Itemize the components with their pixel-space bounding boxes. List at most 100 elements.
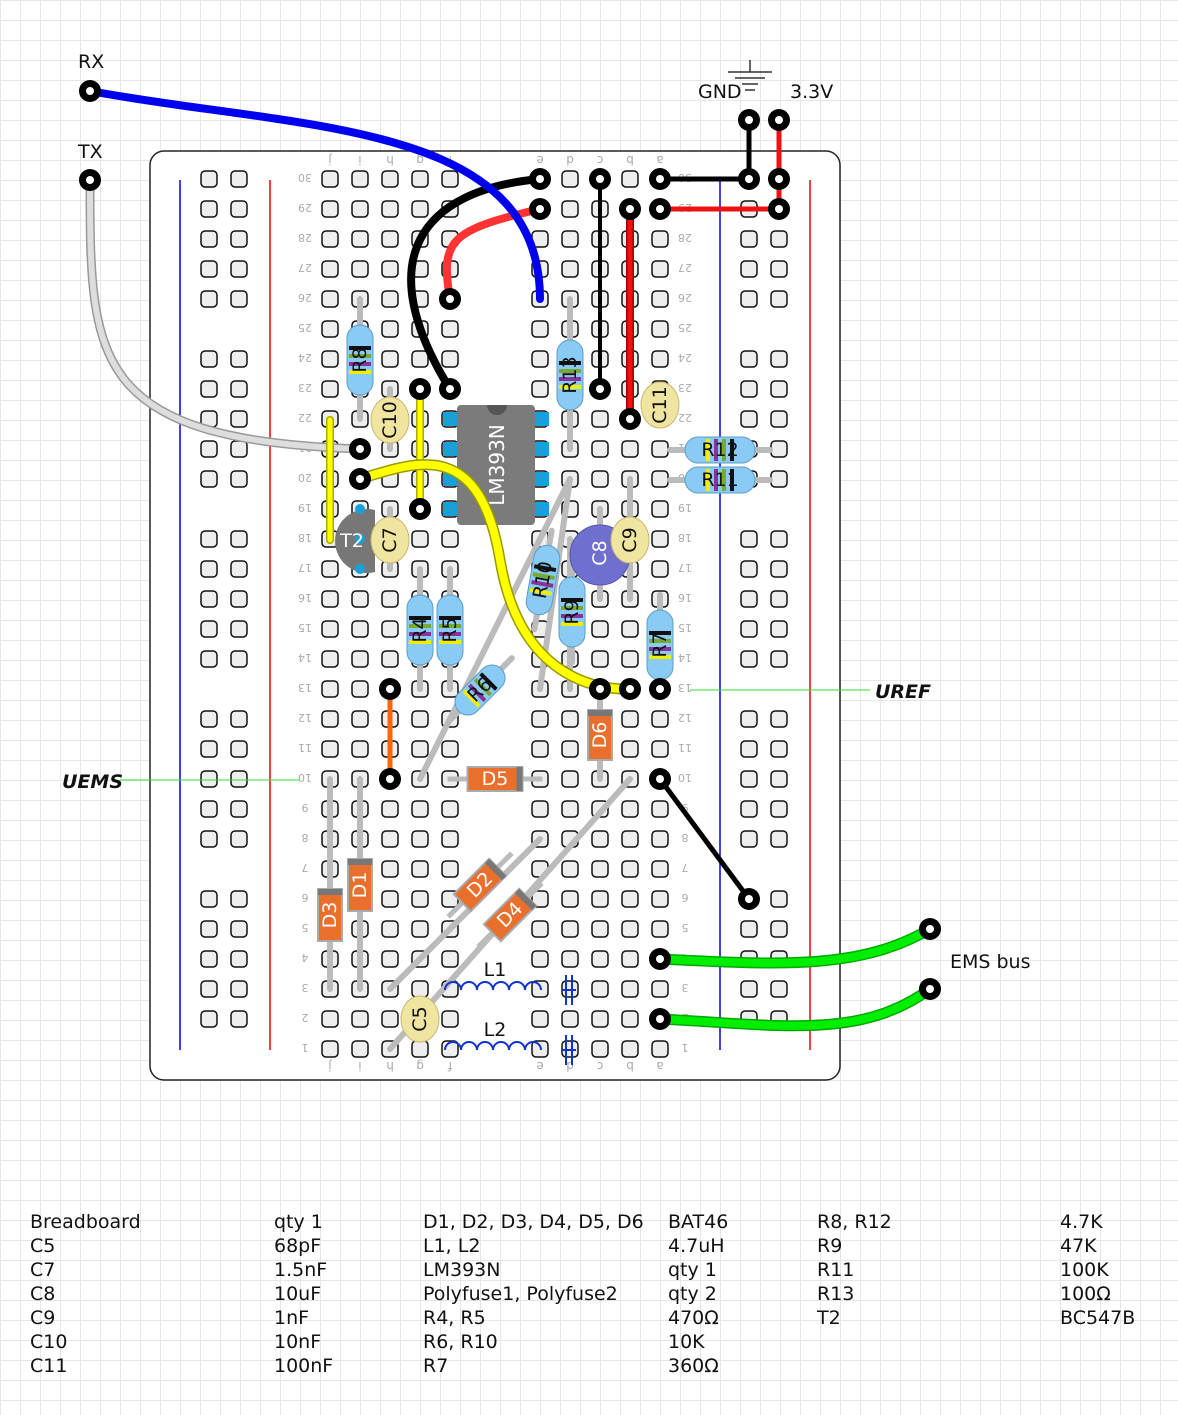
breadboard-hole[interactable] — [740, 230, 758, 248]
breadboard-hole[interactable] — [441, 740, 459, 758]
breadboard-hole[interactable] — [321, 1040, 339, 1058]
breadboard-hole[interactable] — [351, 740, 369, 758]
breadboard-hole[interactable] — [740, 290, 758, 308]
breadboard-hole[interactable] — [591, 440, 609, 458]
breadboard-hole[interactable] — [351, 1010, 369, 1028]
breadboard-hole[interactable] — [740, 920, 758, 938]
breadboard-hole[interactable] — [200, 890, 218, 908]
breadboard-hole[interactable] — [740, 980, 758, 998]
breadboard-hole[interactable] — [230, 950, 248, 968]
capacitor-c9[interactable]: C9 — [610, 516, 650, 564]
breadboard-hole[interactable] — [200, 230, 218, 248]
breadboard-hole[interactable] — [740, 650, 758, 668]
breadboard-hole[interactable] — [740, 620, 758, 638]
breadboard-hole[interactable] — [740, 590, 758, 608]
resistor-r12[interactable]: R12 — [667, 436, 773, 464]
transistor-t2[interactable]: T2 — [335, 504, 375, 574]
breadboard-hole[interactable] — [621, 800, 639, 818]
breadboard-hole[interactable] — [621, 170, 639, 188]
resistor-r11[interactable]: R11 — [667, 466, 773, 494]
breadboard-hole[interactable] — [200, 950, 218, 968]
breadboard-hole[interactable] — [651, 320, 669, 338]
breadboard-hole[interactable] — [351, 710, 369, 728]
breadboard-hole[interactable] — [230, 920, 248, 938]
breadboard-hole[interactable] — [441, 170, 459, 188]
breadboard-hole[interactable] — [441, 320, 459, 338]
breadboard-hole[interactable] — [230, 410, 248, 428]
breadboard-hole[interactable] — [561, 710, 579, 728]
breadboard-hole[interactable] — [591, 1010, 609, 1028]
breadboard-hole[interactable] — [770, 980, 788, 998]
breadboard-hole[interactable] — [321, 740, 339, 758]
breadboard-hole[interactable] — [770, 380, 788, 398]
breadboard-hole[interactable] — [200, 620, 218, 638]
breadboard-hole[interactable] — [740, 560, 758, 578]
breadboard-hole[interactable] — [200, 650, 218, 668]
breadboard-hole[interactable] — [200, 290, 218, 308]
breadboard-hole[interactable] — [441, 830, 459, 848]
breadboard-hole[interactable] — [740, 800, 758, 818]
breadboard-hole[interactable] — [381, 950, 399, 968]
breadboard-hole[interactable] — [621, 740, 639, 758]
breadboard-hole[interactable] — [230, 1010, 248, 1028]
breadboard-hole[interactable] — [321, 620, 339, 638]
diode-d5[interactable]: D5 — [447, 766, 543, 792]
breadboard-hole[interactable] — [651, 350, 669, 368]
breadboard-hole[interactable] — [770, 770, 788, 788]
breadboard-hole[interactable] — [381, 1010, 399, 1028]
breadboard-hole[interactable] — [411, 920, 429, 938]
breadboard-hole[interactable] — [531, 350, 549, 368]
breadboard-hole[interactable] — [651, 1040, 669, 1058]
ems-bus-wire[interactable] — [656, 985, 934, 1030]
breadboard-hole[interactable] — [770, 620, 788, 638]
breadboard-hole[interactable] — [531, 710, 549, 728]
breadboard-hole[interactable] — [230, 980, 248, 998]
capacitor-c7[interactable]: C7 — [370, 516, 410, 564]
breadboard-hole[interactable] — [651, 800, 669, 818]
resistor-r10[interactable]: R10 — [522, 527, 565, 633]
breadboard-hole[interactable] — [230, 560, 248, 578]
breadboard-hole[interactable] — [200, 200, 218, 218]
breadboard-hole[interactable] — [531, 920, 549, 938]
breadboard-hole[interactable] — [770, 560, 788, 578]
breadboard-hole[interactable] — [381, 170, 399, 188]
breadboard-hole[interactable] — [200, 260, 218, 278]
breadboard-hole[interactable] — [200, 920, 218, 938]
breadboard-hole[interactable] — [381, 860, 399, 878]
breadboard-hole[interactable] — [770, 590, 788, 608]
breadboard-hole[interactable] — [351, 650, 369, 668]
breadboard-hole[interactable] — [321, 170, 339, 188]
breadboard-hole[interactable] — [651, 920, 669, 938]
breadboard-hole[interactable] — [411, 530, 429, 548]
breadboard-hole[interactable] — [230, 350, 248, 368]
breadboard-hole[interactable] — [351, 590, 369, 608]
breadboard-hole[interactable] — [651, 470, 669, 488]
breadboard-hole[interactable] — [411, 350, 429, 368]
breadboard-hole[interactable] — [651, 560, 669, 578]
breadboard-hole[interactable] — [770, 470, 788, 488]
breadboard-hole[interactable] — [531, 320, 549, 338]
breadboard-hole[interactable] — [651, 440, 669, 458]
breadboard-hole[interactable] — [561, 890, 579, 908]
breadboard-hole[interactable] — [621, 440, 639, 458]
breadboard-hole[interactable] — [561, 740, 579, 758]
breadboard-hole[interactable] — [230, 800, 248, 818]
breadboard-hole[interactable] — [740, 740, 758, 758]
breadboard-hole[interactable] — [441, 530, 459, 548]
breadboard-hole[interactable] — [740, 830, 758, 848]
breadboard-hole[interactable] — [200, 980, 218, 998]
breadboard-hole[interactable] — [531, 380, 549, 398]
breadboard-hole[interactable] — [200, 710, 218, 728]
breadboard-hole[interactable] — [351, 620, 369, 638]
breadboard-hole[interactable] — [321, 290, 339, 308]
breadboard-hole[interactable] — [351, 230, 369, 248]
breadboard-hole[interactable] — [770, 920, 788, 938]
resistor-r9[interactable]: R9 — [558, 559, 586, 665]
breadboard-hole[interactable] — [770, 290, 788, 308]
breadboard-hole[interactable] — [230, 650, 248, 668]
breadboard-hole[interactable] — [381, 260, 399, 278]
ems-bus-wire[interactable] — [656, 925, 934, 968]
breadboard-hole[interactable] — [651, 500, 669, 518]
breadboard-hole[interactable] — [381, 230, 399, 248]
rx-wire[interactable] — [86, 87, 544, 303]
